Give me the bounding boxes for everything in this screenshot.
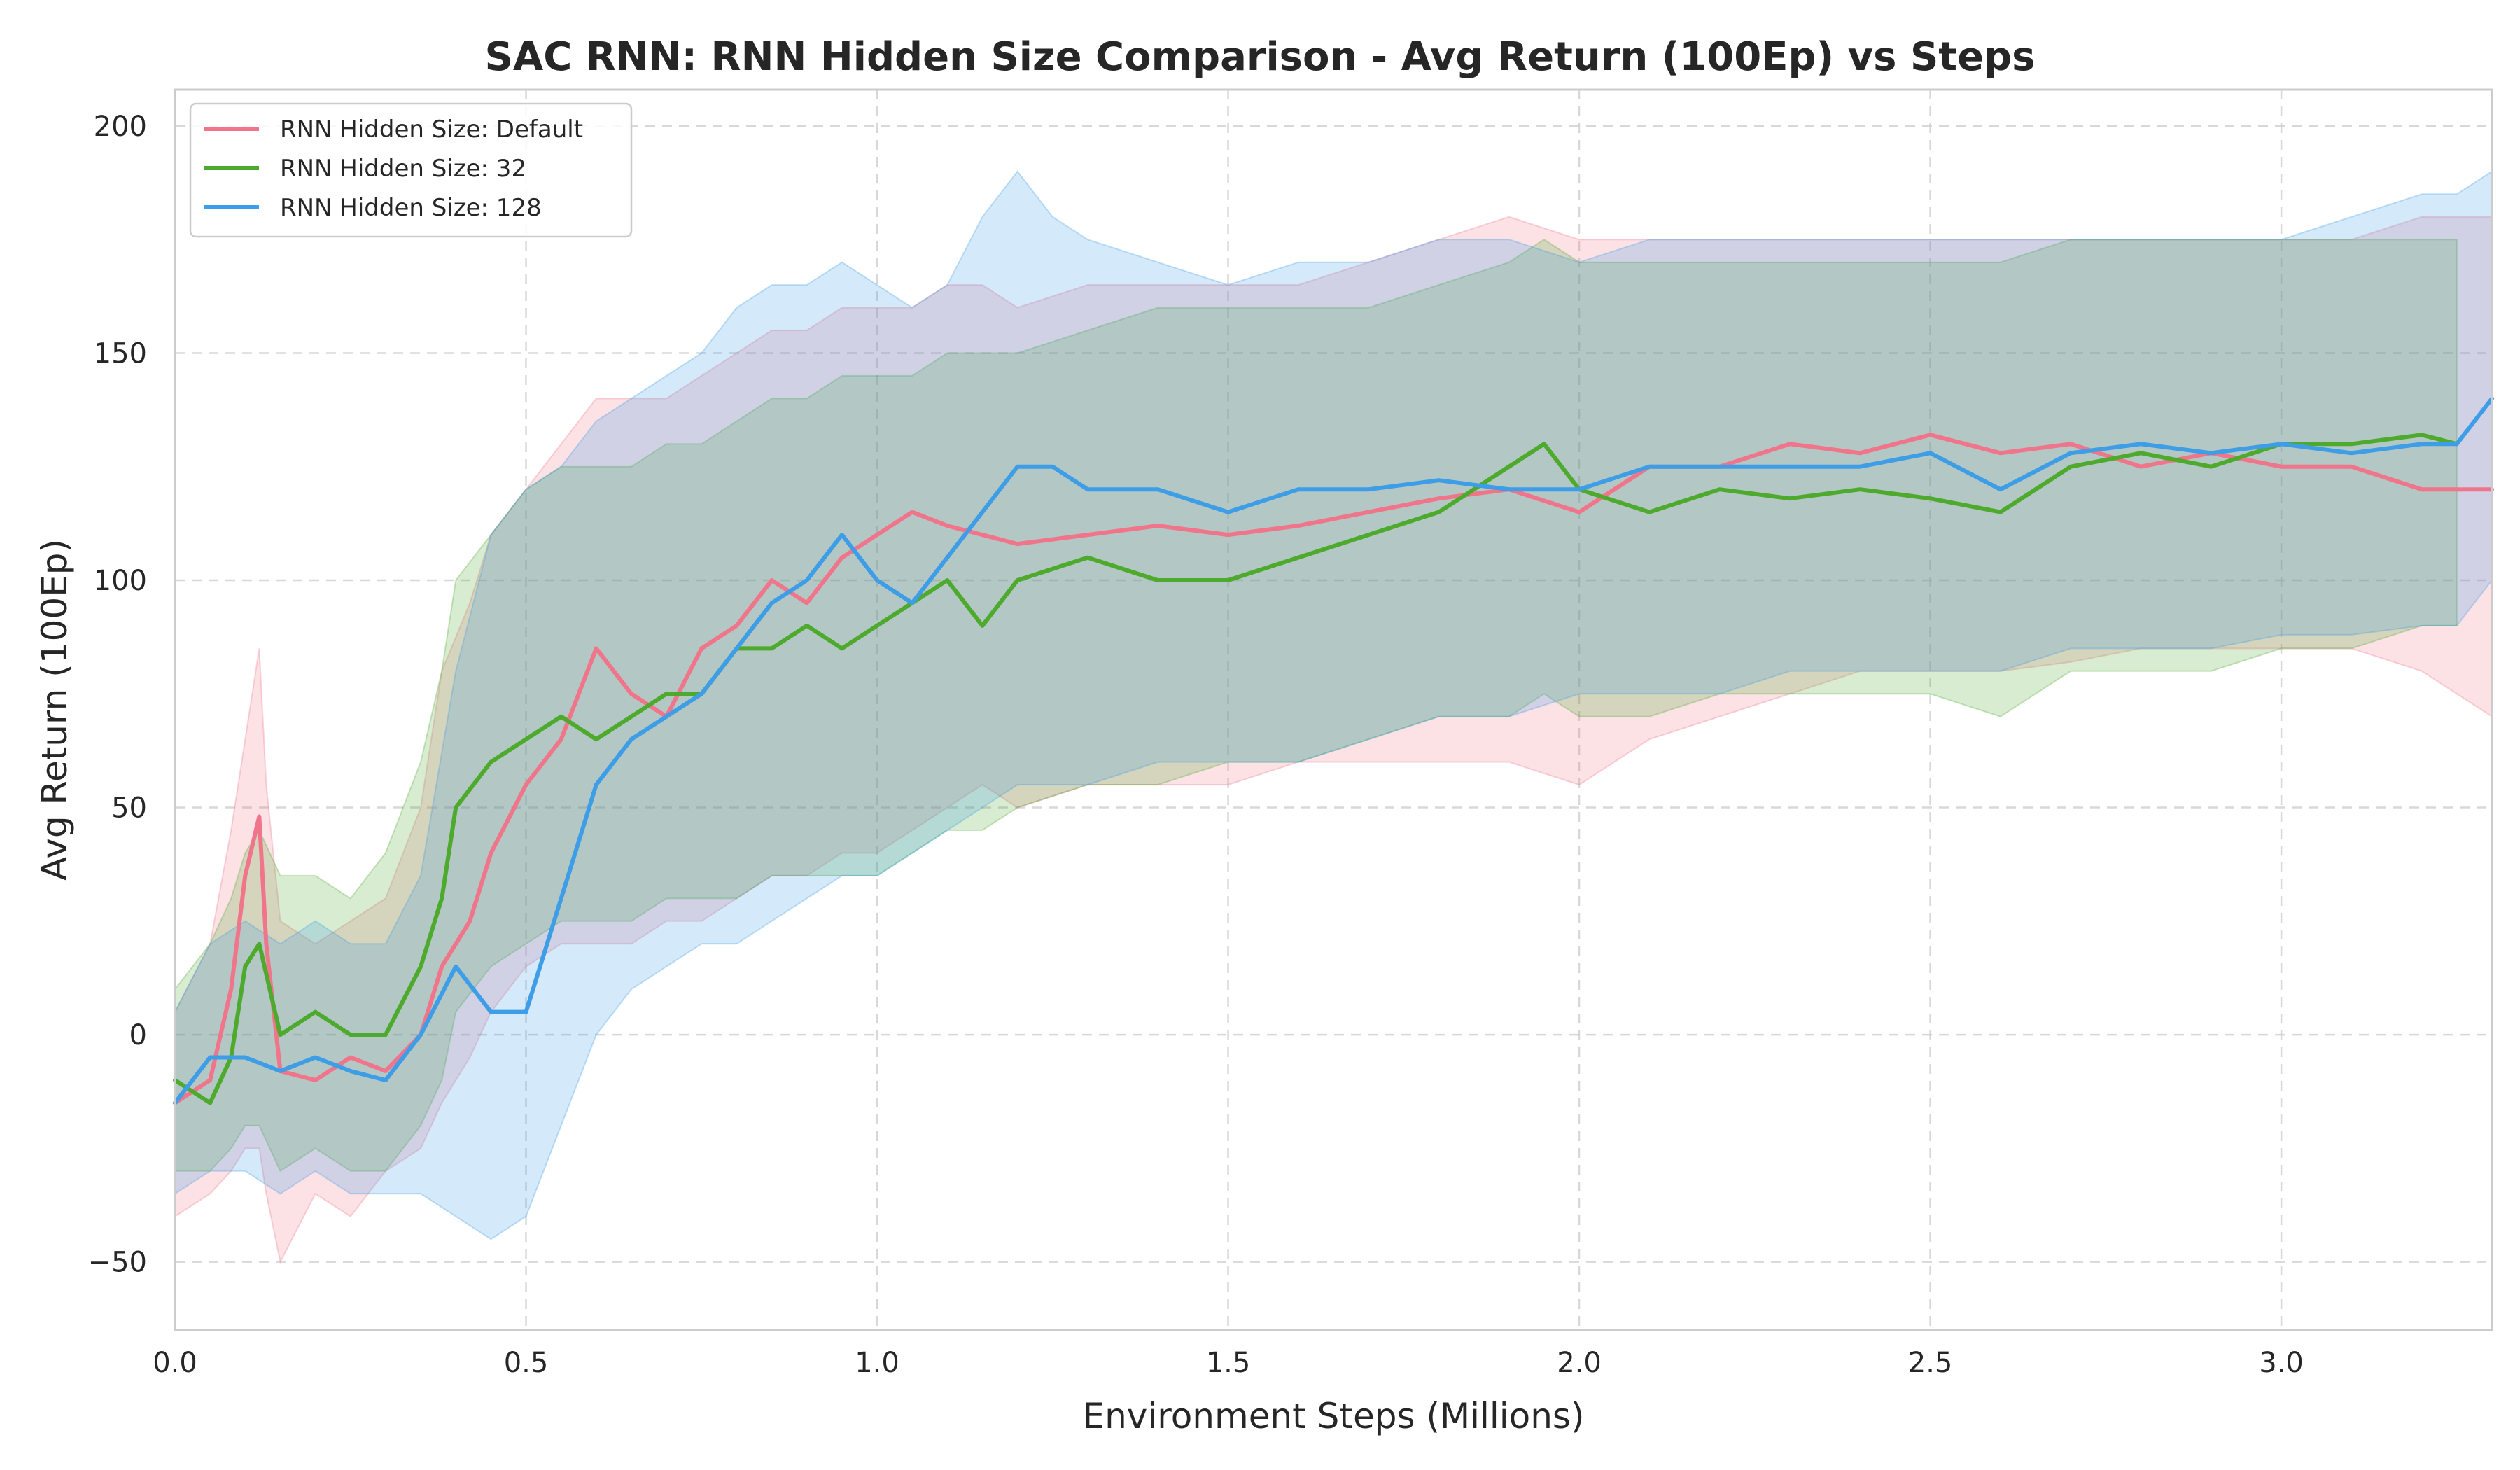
y-axis-label: Avg Return (100Ep)	[34, 539, 75, 881]
x-tick-label: 1.5	[1206, 1347, 1251, 1379]
y-tick-label: 200	[94, 111, 147, 143]
confidence-bands	[174, 169, 2493, 1264]
x-tick-label: 3.0	[2259, 1347, 2304, 1379]
x-tick-label: 0.5	[504, 1347, 549, 1379]
legend-entry: RNN Hidden Size: 128	[280, 194, 542, 222]
y-tick-label: 0	[130, 1019, 147, 1051]
y-tick-label: 100	[94, 565, 147, 597]
series-band	[174, 169, 2493, 1240]
series-line	[173, 433, 2494, 1105]
x-tick-label: 0.0	[153, 1347, 197, 1379]
plot-frame	[174, 88, 2493, 1331]
series-lines	[173, 396, 2494, 1105]
x-tick-label: 1.0	[855, 1347, 899, 1379]
y-tick-label: 50	[111, 792, 147, 825]
tick-labels: 0.0 0.5 1.0 1.5 2.0 2.5 3.0 −50 0 50 100 150 200	[88, 111, 2304, 1379]
series-line	[173, 433, 2459, 1105]
legend: RNN Hidden Size: Default RNN Hidden Size:…	[189, 102, 633, 238]
chart-title: SAC RNN: RNN Hidden Size Comparison - Av…	[485, 34, 2036, 80]
series-line	[173, 396, 2494, 1105]
legend-box	[189, 102, 633, 238]
legend-entry: RNN Hidden Size: 32	[280, 155, 526, 183]
grid-layer	[174, 90, 2492, 1330]
legend-entry: RNN Hidden Size: Default	[280, 115, 583, 144]
x-axis-label: Environment Steps (Millions)	[1083, 1396, 1585, 1436]
x-tick-label: 2.0	[1557, 1347, 1602, 1379]
y-tick-label: 150	[94, 337, 147, 370]
y-tick-label: −50	[88, 1247, 147, 1279]
x-tick-label: 2.5	[1908, 1347, 1953, 1379]
series-band	[174, 239, 2458, 1172]
